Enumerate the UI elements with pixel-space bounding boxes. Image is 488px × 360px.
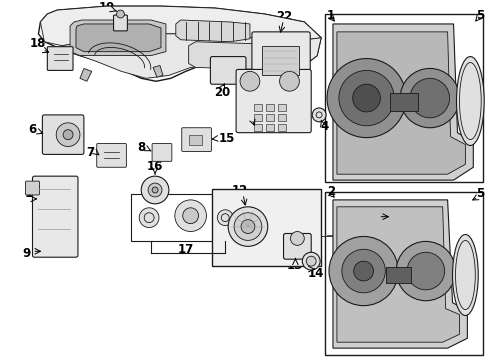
Circle shape [302,252,320,270]
Bar [253,114,261,121]
Text: 15: 15 [218,132,234,145]
FancyBboxPatch shape [47,47,73,71]
Text: 11: 11 [417,230,433,243]
FancyBboxPatch shape [236,69,310,133]
Polygon shape [336,207,459,342]
Bar [265,124,273,131]
Bar [265,114,273,121]
Text: 6: 6 [28,123,37,136]
Circle shape [139,208,159,228]
Polygon shape [188,42,274,69]
Circle shape [234,213,261,240]
Text: 12: 12 [231,184,248,197]
FancyBboxPatch shape [251,32,309,85]
Circle shape [241,220,254,234]
Polygon shape [39,6,321,81]
Circle shape [338,71,393,126]
Bar [253,104,261,111]
Bar [253,124,261,131]
Polygon shape [80,68,92,81]
Circle shape [63,130,73,140]
Text: 17: 17 [177,243,193,256]
Text: 22: 22 [276,10,292,23]
Text: 8: 8 [137,141,145,154]
Circle shape [311,108,325,122]
Text: 18: 18 [29,37,45,50]
Circle shape [228,207,267,246]
Circle shape [141,176,168,204]
Bar [261,46,299,75]
Circle shape [409,78,448,118]
Text: 16: 16 [146,160,163,173]
Polygon shape [70,20,165,55]
Circle shape [352,84,380,112]
FancyBboxPatch shape [32,176,78,257]
Text: 2: 2 [326,185,334,198]
Circle shape [328,237,397,306]
Text: 5: 5 [475,9,483,22]
Text: 20: 20 [214,86,230,99]
Bar [325,14,482,182]
FancyBboxPatch shape [25,181,40,195]
Text: 1: 1 [326,9,334,22]
Circle shape [395,242,455,301]
Circle shape [240,71,259,91]
Circle shape [217,210,233,226]
Circle shape [326,59,405,138]
Circle shape [116,10,124,18]
Circle shape [406,252,444,290]
Text: 5: 5 [475,188,483,201]
FancyBboxPatch shape [210,57,245,84]
Circle shape [279,71,299,91]
Circle shape [399,68,459,128]
Circle shape [152,187,158,193]
Text: 14: 14 [307,266,324,279]
Bar [277,104,285,111]
Bar [265,104,273,111]
Text: 11: 11 [417,230,433,243]
Text: 21: 21 [239,116,256,129]
Text: 19: 19 [98,1,115,14]
Text: 7: 7 [85,146,94,159]
Polygon shape [332,24,472,180]
Polygon shape [336,32,465,174]
Polygon shape [153,66,163,77]
Bar [277,114,285,121]
Bar [277,124,285,131]
Ellipse shape [451,234,477,315]
FancyBboxPatch shape [283,234,310,259]
Ellipse shape [456,57,483,145]
Circle shape [175,200,206,231]
FancyBboxPatch shape [182,128,211,152]
Text: 4: 4 [319,120,327,133]
Bar [386,267,410,283]
FancyBboxPatch shape [152,144,171,161]
Circle shape [305,256,316,266]
FancyBboxPatch shape [97,144,126,167]
Polygon shape [76,24,161,51]
Polygon shape [332,200,467,348]
Circle shape [353,261,373,281]
Bar [266,81,294,89]
Polygon shape [60,34,321,78]
Circle shape [148,183,162,197]
Text: 3: 3 [367,210,376,223]
FancyBboxPatch shape [42,115,84,154]
Bar [389,93,417,111]
Bar [212,189,321,266]
Circle shape [56,123,80,147]
Text: 9: 9 [22,247,31,260]
Circle shape [341,249,385,293]
Circle shape [290,231,304,246]
Bar [188,135,202,144]
Text: 10: 10 [24,188,41,201]
FancyBboxPatch shape [113,15,127,31]
Bar [325,192,482,355]
Circle shape [183,208,198,224]
Polygon shape [176,20,249,42]
Bar [131,194,240,242]
Polygon shape [41,6,321,46]
Text: 13: 13 [285,258,302,271]
